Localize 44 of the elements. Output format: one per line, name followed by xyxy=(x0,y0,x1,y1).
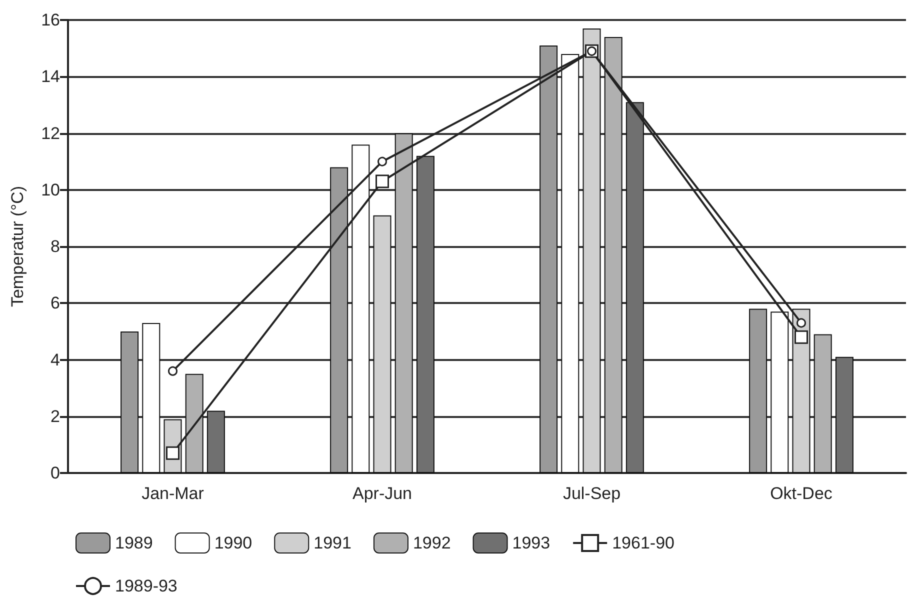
bar xyxy=(749,308,768,473)
x-tick-label: Jan-Mar xyxy=(142,484,204,503)
legend-label: 1991 xyxy=(314,534,352,552)
y-tick-label: 10 xyxy=(41,180,60,200)
point xyxy=(378,156,387,166)
bar xyxy=(330,167,348,473)
x-tick-label: Okt-Dec xyxy=(770,484,833,503)
bar xyxy=(626,102,644,473)
bar xyxy=(835,356,854,473)
y-tick-label: 12 xyxy=(41,124,60,143)
bar xyxy=(604,36,622,473)
legend-label: 1961-90 xyxy=(612,534,674,552)
bar xyxy=(373,215,392,473)
x-tick-label: Apr-Jun xyxy=(352,484,412,503)
bar xyxy=(142,322,160,473)
y-tick-label: 4 xyxy=(50,350,60,370)
point xyxy=(796,318,806,328)
bar xyxy=(814,334,832,473)
y-tick-label: 14 xyxy=(41,67,60,86)
y-tick-label: 8 xyxy=(50,237,60,256)
legend-label: 1993 xyxy=(512,534,550,552)
y-axis-title: Temperatur (°C) xyxy=(8,186,27,308)
bar xyxy=(416,156,434,473)
y-tick-label: 6 xyxy=(50,294,60,313)
point xyxy=(794,330,808,344)
bar xyxy=(120,331,139,473)
y-tick-label: 2 xyxy=(50,406,60,426)
legend-label: 1992 xyxy=(412,534,451,552)
bar xyxy=(770,312,789,473)
bar xyxy=(582,28,601,473)
legend-label: 1989-93 xyxy=(115,576,178,596)
point xyxy=(376,174,389,188)
y-tick-label: 16 xyxy=(41,10,60,30)
bar xyxy=(561,54,580,473)
bar xyxy=(394,133,413,473)
point xyxy=(168,366,178,376)
bar xyxy=(540,45,558,473)
legend-label: 1989 xyxy=(115,534,153,552)
legend-label: 1990 xyxy=(214,534,252,552)
bar xyxy=(185,374,204,473)
y-tick-label: 0 xyxy=(50,464,60,482)
bar xyxy=(352,144,370,473)
bar xyxy=(206,410,225,473)
x-tick-label: Jul-Sep xyxy=(562,484,621,503)
